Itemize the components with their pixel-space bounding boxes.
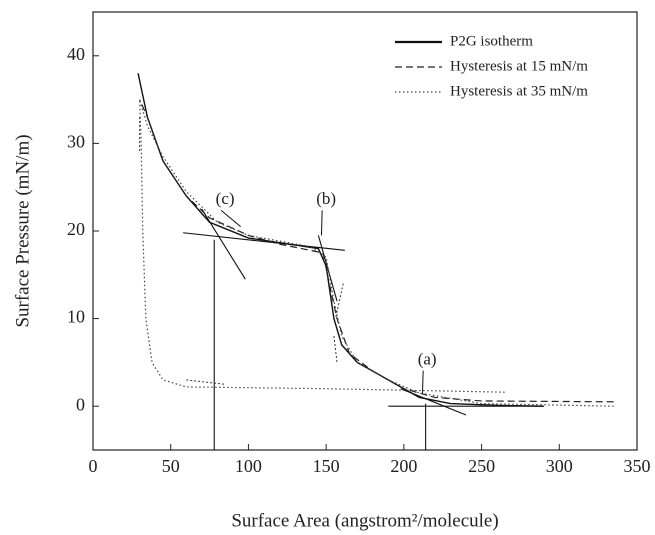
y-tick-label: 30 — [67, 132, 85, 152]
x-tick-label: 300 — [546, 456, 573, 476]
y-axis-title: Surface Pressure (mN/m) — [12, 134, 33, 327]
x-tick-label: 150 — [313, 456, 340, 476]
y-tick-label: 40 — [67, 44, 85, 64]
series-line — [140, 100, 614, 407]
x-tick-label: 0 — [89, 456, 98, 476]
legend-label: Hysteresis at 35 mN/m — [450, 83, 588, 99]
annotation: (b) — [316, 189, 336, 208]
x-tick-label: 350 — [624, 456, 651, 476]
x-tick-label: 250 — [468, 456, 495, 476]
x-tick-label: 50 — [162, 456, 180, 476]
x-tick-label: 100 — [235, 456, 262, 476]
series-line — [138, 73, 544, 406]
annotation-arrow — [221, 210, 241, 226]
chart: Surface Area (angstrom²/molecule) Surfac… — [0, 0, 655, 535]
annotation: (a) — [418, 350, 437, 369]
y-tick-label: 20 — [67, 219, 85, 239]
direction-arrow — [186, 380, 225, 384]
x-axis-title: Surface Area (angstrom²/molecule) — [231, 510, 498, 531]
legend-label: Hysteresis at 15 mN/m — [450, 58, 588, 74]
direction-arrow — [334, 336, 337, 362]
annotation-arrow — [321, 210, 322, 235]
annotation: (c) — [216, 189, 235, 208]
y-tick-label: 0 — [76, 394, 85, 414]
construction-line — [202, 209, 246, 279]
x-tick-label: 200 — [390, 456, 417, 476]
legend-label: P2G isotherm — [450, 33, 533, 49]
series-line — [140, 100, 614, 402]
y-tick-label: 10 — [67, 307, 85, 327]
plot-frame — [93, 12, 637, 450]
annotation-arrow — [423, 371, 424, 393]
